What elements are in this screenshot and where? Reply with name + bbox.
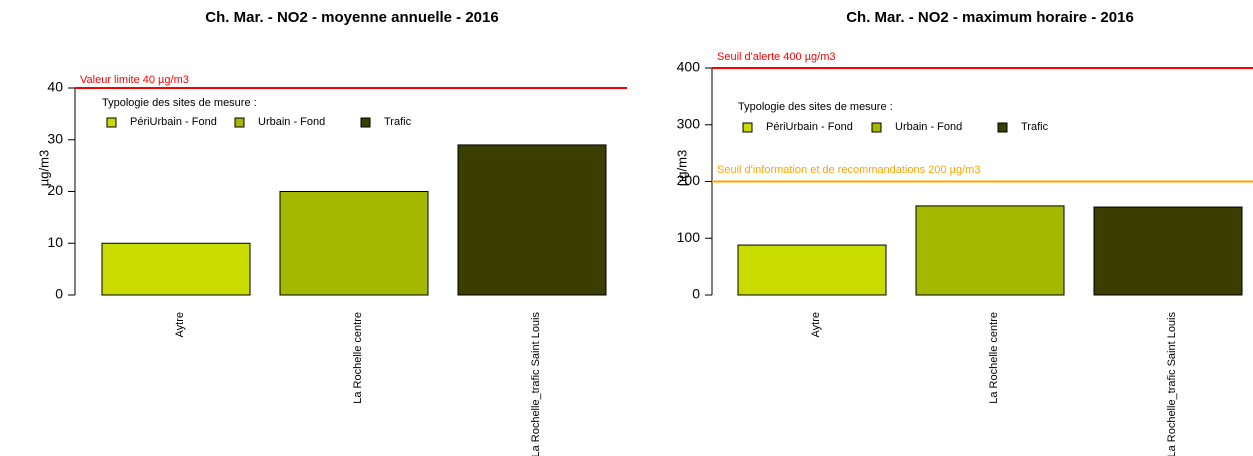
legend-swatch [106, 117, 117, 128]
bar [279, 191, 429, 296]
y-tick-label: 40 [47, 79, 63, 95]
y-tick-label: 200 [677, 172, 701, 188]
reference-label: Seuil d'information et de recommandation… [717, 164, 980, 176]
legend-swatch [360, 117, 371, 128]
y-tick-label: 10 [47, 234, 63, 250]
legend-label: PériUrbain - Fond [766, 121, 853, 133]
legend-title: Typologie des sites de mesure : [102, 97, 257, 109]
legend-swatch [742, 122, 753, 133]
y-tick-label: 400 [677, 59, 701, 75]
y-axis-label: µg/m3 [674, 150, 689, 186]
bar [1093, 206, 1243, 296]
reference-label: Seuil d'alerte 400 µg/m3 [717, 51, 836, 63]
legend-swatch [871, 122, 882, 133]
y-tick-label: 30 [47, 130, 63, 146]
chart-title: Ch. Mar. - NO2 - moyenne annuelle - 2016 [205, 9, 498, 26]
x-tick-label: La Rochelle centre [352, 312, 364, 404]
legend-label: Trafic [384, 116, 412, 128]
legend-swatch [234, 117, 245, 128]
legend-label: Urbain - Fond [895, 121, 962, 133]
legend-label: Urbain - Fond [258, 116, 325, 128]
bar [101, 242, 251, 296]
y-tick-label: 0 [55, 286, 63, 302]
y-tick-label: 100 [677, 229, 701, 245]
y-tick-label: 20 [47, 182, 63, 198]
x-tick-label: La Rochelle_trafic Saint Louis [1166, 312, 1178, 456]
bar [457, 144, 607, 296]
bar [737, 244, 887, 296]
chart-title: Ch. Mar. - NO2 - maximum horaire - 2016 [846, 9, 1134, 26]
y-axis-label: µg/m3 [36, 150, 51, 186]
y-tick-label: 300 [677, 115, 701, 131]
x-tick-label: La Rochelle centre [988, 312, 1000, 404]
legend-swatch [997, 122, 1008, 133]
x-tick-label: Aytre [810, 312, 822, 337]
x-tick-label: Aytre [174, 312, 186, 337]
y-tick-label: 0 [692, 286, 700, 302]
legend-label: Trafic [1021, 121, 1049, 133]
reference-label: Valeur limite 40 µg/m3 [80, 74, 189, 86]
legend-title: Typologie des sites de mesure : [738, 101, 893, 113]
x-tick-label: La Rochelle_trafic Saint Louis [530, 312, 542, 456]
legend-label: PériUrbain - Fond [130, 116, 217, 128]
bar [915, 205, 1065, 296]
